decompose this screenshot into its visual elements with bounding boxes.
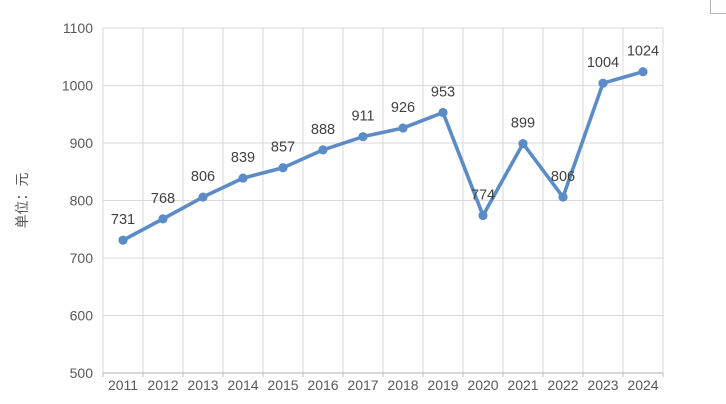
x-axis-tick-label: 2019: [427, 377, 458, 393]
data-point-label: 806: [191, 169, 215, 185]
data-point-label: 911: [351, 109, 374, 125]
y-axis-tick-label: 600: [70, 308, 94, 324]
y-axis-tick-label: 700: [70, 250, 94, 266]
data-point-marker: [318, 145, 328, 155]
data-point-marker: [478, 210, 488, 221]
x-axis-tick-label: 2017: [347, 377, 378, 393]
x-axis-tick-label: 2014: [227, 377, 258, 393]
data-point-marker: [558, 192, 568, 202]
data-point-label: 899: [511, 116, 535, 132]
data-point-marker: [198, 192, 208, 202]
x-axis-tick-label: 2015: [267, 377, 298, 393]
data-point-marker: [638, 67, 648, 77]
x-axis-tick-label: 2021: [507, 377, 538, 393]
x-axis-tick-label: 2012: [147, 377, 178, 393]
data-point-label: 888: [311, 122, 335, 138]
data-point-label: 839: [231, 150, 255, 166]
y-axis-tick-label: 800: [70, 193, 94, 209]
x-axis-tick-label: 2018: [387, 377, 418, 393]
data-point-marker: [358, 132, 368, 142]
data-point-label: 731: [111, 212, 135, 228]
data-point-label: 1024: [627, 44, 659, 60]
data-point-marker: [118, 235, 128, 245]
data-point-label: 1004: [587, 55, 619, 71]
y-axis-tick-label: 900: [70, 135, 94, 151]
x-axis-tick-label: 2023: [587, 377, 618, 393]
series-line: [121, 69, 645, 242]
y-axis-title: 单位：元: [14, 173, 30, 229]
data-point-marker: [158, 214, 168, 224]
data-point-marker: [278, 163, 288, 173]
data-point-label: 926: [391, 100, 415, 116]
y-axis-tick-label: 1100: [63, 20, 93, 36]
cropped-panel-corner: [710, 0, 726, 14]
x-axis-tick-label: 2024: [627, 377, 658, 393]
data-point-label: 806: [551, 169, 575, 185]
data-point-marker: [598, 78, 608, 88]
data-point-marker: [438, 107, 448, 118]
data-point-marker: [398, 123, 408, 133]
x-axis-tick-label: 2016: [307, 377, 338, 393]
y-axis-tick-label: 500: [70, 365, 94, 381]
data-point-label: 768: [151, 191, 175, 207]
data-point-label: 953: [431, 85, 455, 101]
x-axis-tick-label: 2013: [187, 377, 218, 393]
x-axis-tick-label: 2022: [547, 377, 578, 393]
x-axis-tick-label: 2011: [108, 377, 138, 393]
data-point-marker: [518, 138, 528, 149]
y-axis-tick-label: 1000: [62, 78, 93, 94]
x-axis-tick-label: 2020: [467, 377, 498, 393]
data-point-label: 774: [471, 187, 495, 203]
data-point-marker: [238, 173, 248, 183]
data-point-label: 857: [271, 140, 295, 156]
